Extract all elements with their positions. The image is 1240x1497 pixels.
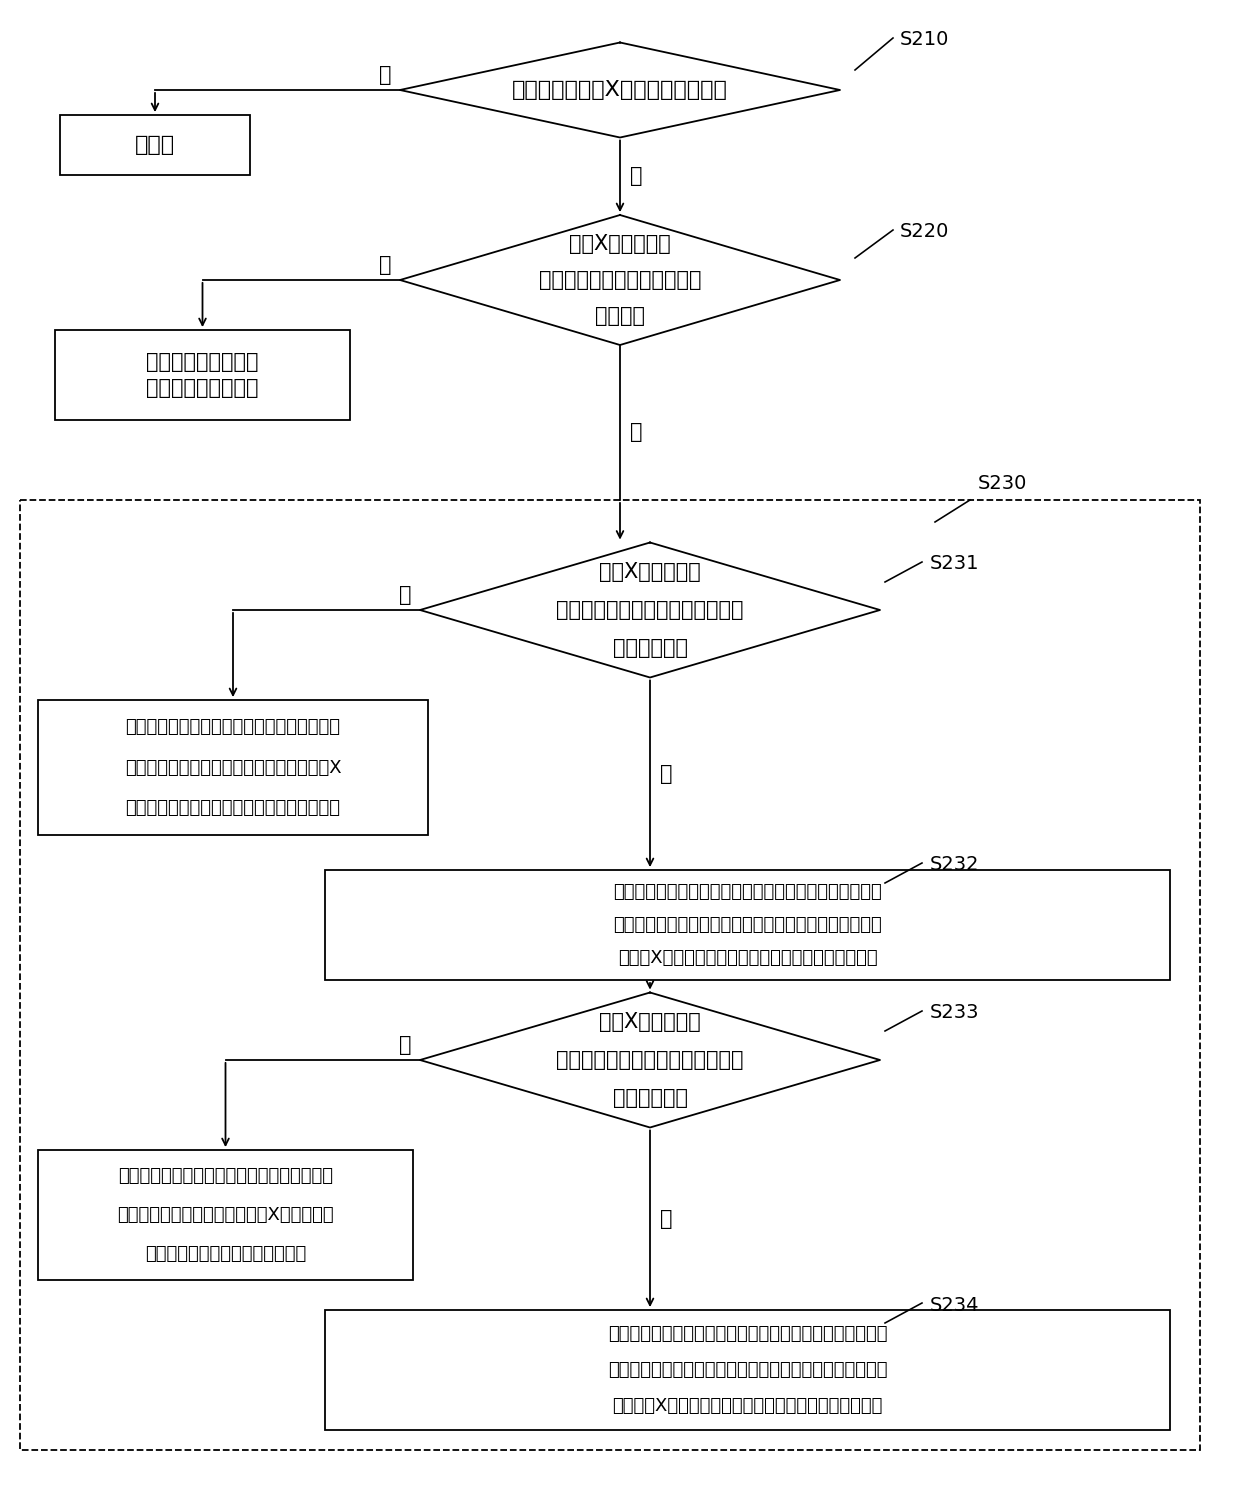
Text: 区间的最小值: 区间的最小值 bbox=[613, 638, 687, 657]
Text: 是: 是 bbox=[660, 1208, 672, 1229]
Text: 否: 否 bbox=[379, 254, 392, 275]
Text: 以增大后的恒定压频比分别增大X射线管旋转: 以增大后的恒定压频比分别增大X射线管旋转 bbox=[118, 1207, 334, 1225]
Text: 区间的最大值: 区间的最大值 bbox=[613, 1088, 687, 1108]
Text: S233: S233 bbox=[930, 1003, 980, 1022]
Text: 维持电压驱动信号的: 维持电压驱动信号的 bbox=[146, 352, 259, 371]
Text: 否: 否 bbox=[399, 1034, 412, 1055]
Bar bbox=[60, 115, 250, 175]
Text: 判断X射线管旋转: 判断X射线管旋转 bbox=[599, 563, 701, 582]
Bar bbox=[55, 329, 350, 421]
Text: 是: 是 bbox=[660, 763, 672, 784]
Text: 电极的当前转速是否小于第一: 电极的当前转速是否小于第一 bbox=[538, 269, 702, 290]
Text: S231: S231 bbox=[930, 554, 980, 573]
Text: S210: S210 bbox=[900, 30, 950, 49]
Polygon shape bbox=[420, 542, 880, 678]
Text: 是: 是 bbox=[630, 422, 642, 443]
Text: 并维持增大后的单位时间内的变化量继续以恒定压频比分: 并维持增大后的单位时间内的变化量继续以恒定压频比分 bbox=[613, 916, 882, 934]
Text: 别增大X射线管旋转电极的电压驱动信号的幅度和频率: 别增大X射线管旋转电极的电压驱动信号的幅度和频率 bbox=[618, 949, 878, 967]
Text: 维持减小后的单位时间内的变化量不变，继续以恒定压频比: 维持减小后的单位时间内的变化量不变，继续以恒定压频比 bbox=[608, 1361, 888, 1379]
Bar bbox=[38, 1150, 413, 1280]
Text: S230: S230 bbox=[978, 475, 1028, 493]
Polygon shape bbox=[401, 216, 839, 344]
Text: 当前幅度和频率不变: 当前幅度和频率不变 bbox=[146, 379, 259, 398]
Text: 判断是否接收到X射线管的启动信号: 判断是否接收到X射线管的启动信号 bbox=[512, 79, 728, 100]
Text: 维持电压驱动信号的幅度和频率在单位时间内: 维持电压驱动信号的幅度和频率在单位时间内 bbox=[125, 719, 341, 737]
Text: 电极的当前转速是否大于谐振转速: 电极的当前转速是否大于谐振转速 bbox=[557, 1049, 744, 1070]
Text: 射线管旋转电极的电压驱动信号的幅度和频率: 射线管旋转电极的电压驱动信号的幅度和频率 bbox=[125, 799, 341, 817]
Text: 的变化量不变，继续以恒定压频比分别增大X: 的变化量不变，继续以恒定压频比分别增大X bbox=[125, 759, 341, 777]
Text: 判断X射线管旋转: 判断X射线管旋转 bbox=[569, 234, 671, 253]
Text: 否: 否 bbox=[379, 64, 392, 85]
Polygon shape bbox=[401, 42, 839, 138]
Bar bbox=[325, 870, 1171, 981]
Text: 维持增大后的单位时间内的变化量不变，继续: 维持增大后的单位时间内的变化量不变，继续 bbox=[118, 1168, 334, 1186]
Text: 电极的电压驱动信号的幅度和频率: 电极的电压驱动信号的幅度和频率 bbox=[145, 1246, 306, 1263]
Text: 否: 否 bbox=[399, 585, 412, 605]
Text: 减小电压驱动信号的幅度和频率在单位时间内的变化量，并: 减小电压驱动信号的幅度和频率在单位时间内的变化量，并 bbox=[608, 1325, 888, 1343]
Polygon shape bbox=[420, 993, 880, 1127]
Bar bbox=[325, 1310, 1171, 1430]
Bar bbox=[20, 500, 1200, 1451]
Text: 增大电压驱动信号的幅度和频率在单位时间内的变化量，: 增大电压驱动信号的幅度和频率在单位时间内的变化量， bbox=[613, 883, 882, 901]
Text: 电极的当前转速是否大于谐振转速: 电极的当前转速是否大于谐振转速 bbox=[557, 600, 744, 620]
Text: S234: S234 bbox=[930, 1296, 980, 1314]
Text: 分别增大X射线管旋转电极的电压驱动信号的幅度和频率: 分别增大X射线管旋转电极的电压驱动信号的幅度和频率 bbox=[613, 1397, 883, 1415]
Text: 判断X射线管旋转: 判断X射线管旋转 bbox=[599, 1012, 701, 1033]
Text: S232: S232 bbox=[930, 855, 980, 874]
Text: 是: 是 bbox=[630, 166, 642, 186]
Text: 预定转速: 预定转速 bbox=[595, 307, 645, 326]
Text: 无操作: 无操作 bbox=[135, 135, 175, 156]
Text: S220: S220 bbox=[900, 222, 950, 241]
Bar bbox=[38, 701, 428, 835]
